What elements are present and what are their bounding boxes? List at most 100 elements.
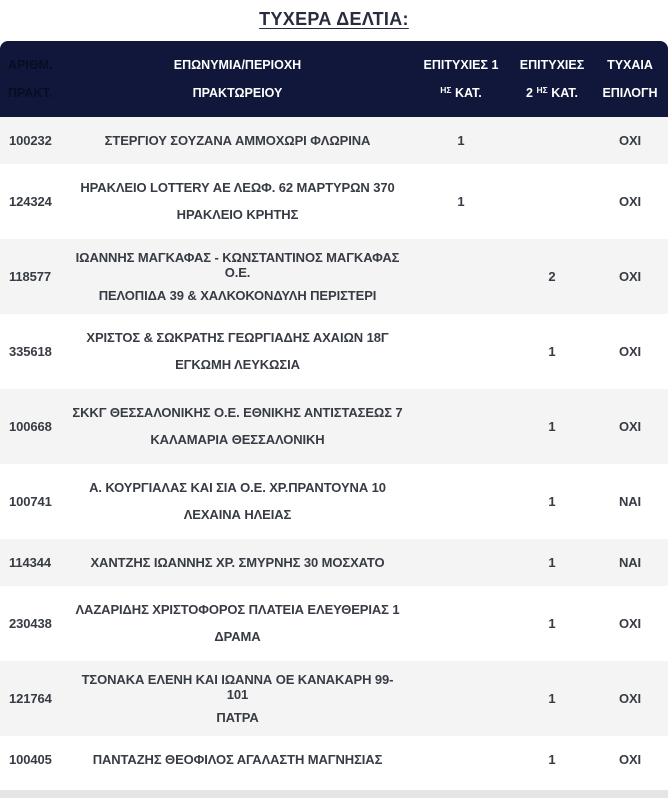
table-row: 114344 ΧΑΝΤΖΗΣ ΙΩΑΝΝΗΣ ΧΡ. ΣΜΥΡΝΗΣ 30 ΜΟ… bbox=[0, 539, 668, 586]
agency-name-cell: ΣΚΚΓ ΘΕΣΣΑΛΟΝΙΚΗΣ Ο.Ε. ΕΘΝΙΚΗΣ ΑΝΤΙΣΤΑΣΕ… bbox=[65, 389, 410, 464]
agency-name-cell: ΠΑΝΤΑΖΗΣ ΘΕΟΦΙΛΟΣ ΑΓΑΛΑΣΤΗ ΜΑΓΝΗΣΙΑΣ bbox=[65, 736, 410, 783]
cat1-wins-cell: 1 bbox=[457, 194, 465, 209]
random-selection-cell: ΟΧΙ bbox=[618, 133, 642, 148]
cat2-wins-cell: 1 bbox=[548, 419, 556, 434]
lucky-tickets-table: ΑΡΙΘΜ. ΠΡΑΚΤ. ΕΠΩΝΥΜΙΑ/ΠΕΡΙΟΧΗ ΠΡΑΚΤΩΡΕΙ… bbox=[0, 41, 668, 798]
cat1-wins-cell bbox=[410, 239, 512, 314]
agency-name-line1: ΣΤΕΡΓΙΟΥ ΣΟΥΖΑΝΑ ΑΜΜΟΧΩΡΙ ΦΛΩΡΙΝΑ bbox=[104, 132, 371, 148]
cat1-wins-cell bbox=[410, 661, 512, 736]
agency-name-line1: ΗΡΑΚΛΕΙΟ LOTTERY ΑΕ ΛΕΩΦ. 62 ΜΑΡΤΥΡΩΝ 37… bbox=[80, 179, 395, 195]
header-cat2-line1: ΕΠΙΤΥΧΙΕΣ bbox=[519, 58, 585, 72]
agency-number-cell: 114344 bbox=[9, 555, 52, 570]
header-cat1-line2: ΗΣ ΚΑΤ. bbox=[440, 84, 482, 100]
random-selection-cell: ΟΧΙ bbox=[618, 419, 642, 434]
header-cat1-line2-rest: ΚΑΤ. bbox=[451, 85, 482, 100]
header-agency-name-line2: ΠΡΑΚΤΩΡΕΙΟΥ bbox=[192, 85, 283, 100]
random-selection-cell: ΟΧΙ bbox=[618, 616, 642, 631]
agency-name-cell: ΧΑΝΤΖΗΣ ΙΩΑΝΝΗΣ ΧΡ. ΣΜΥΡΝΗΣ 30 ΜΟΣΧΑΤΟ bbox=[65, 539, 410, 586]
agency-name-cell: ΤΣΟΝΑΚΑ ΕΛΕΝΗ ΚΑΙ ΙΩΑΝΝΑ ΟΕ ΚΑΝΑΚΑΡΗ 99-… bbox=[65, 661, 410, 736]
header-agency-number: ΑΡΙΘΜ. ΠΡΑΚΤ. bbox=[0, 41, 65, 117]
cat2-wins-cell bbox=[512, 164, 592, 239]
agency-name-line1: ΤΣΟΝΑΚΑ ΕΛΕΝΗ ΚΑΙ ΙΩΑΝΝΑ ΟΕ ΚΑΝΑΚΑΡΗ 99-… bbox=[81, 671, 394, 703]
cat1-wins-cell bbox=[410, 464, 512, 539]
agency-number-cell: 124324 bbox=[9, 194, 52, 209]
random-selection-cell: ΟΧΙ bbox=[618, 752, 642, 767]
agency-name-cell: ΧΡΙΣΤΟΣ & ΣΩΚΡΑΤΗΣ ΓΕΩΡΓΙΑΔΗΣ ΑΧΑΙΩΝ 18Γ… bbox=[65, 314, 410, 389]
agency-name-line2: ΕΓΚΩΜΗ ΛΕΥΚΩΣΙΑ bbox=[175, 357, 300, 373]
agency-name-cell: ΣΤΕΡΓΙΟΥ ΣΟΥΖΑΝΑ ΑΜΜΟΧΩΡΙ ΦΛΩΡΙΝΑ bbox=[65, 117, 410, 164]
random-selection-cell: ΟΧΙ bbox=[618, 344, 642, 359]
agency-name-line2: ΗΡΑΚΛΕΙΟ ΚΡΗΤΗΣ bbox=[176, 207, 299, 223]
header-random-line2: ΕΠΙΛΟΓΗ bbox=[602, 85, 658, 100]
agency-name-line1: ΧΡΙΣΤΟΣ & ΣΩΚΡΑΤΗΣ ΓΕΩΡΓΙΑΔΗΣ ΑΧΑΙΩΝ 18Γ bbox=[86, 329, 389, 345]
agency-number-cell: 100741 bbox=[9, 494, 52, 509]
agency-name-line1: ΣΚΚΓ ΘΕΣΣΑΛΟΝΙΚΗΣ Ο.Ε. ΕΘΝΙΚΗΣ ΑΝΤΙΣΤΑΣΕ… bbox=[72, 404, 403, 420]
agency-name-line1: ΙΩΑΝΝΗΣ ΜΑΓΚΑΦΑΣ - ΚΩΝΣΤΑΝΤΙΝΟΣ ΜΑΓΚΑΦΑΣ… bbox=[75, 249, 400, 281]
cat2-wins-cell bbox=[512, 117, 592, 164]
agency-name-line1: ΧΑΝΤΖΗΣ ΙΩΑΝΝΗΣ ΧΡ. ΣΜΥΡΝΗΣ 30 ΜΟΣΧΑΤΟ bbox=[90, 554, 385, 570]
agency-name-line1: ΛΑΖΑΡΙΔΗΣ ΧΡΙΣΤΟΦΟΡΟΣ ΠΛΑΤΕΙΑ ΕΛΕΥΘΕΡΙΑΣ… bbox=[75, 601, 400, 617]
header-cat1-wins: ΕΠΙΤΥΧΙΕΣ 1 ΗΣ ΚΑΤ. bbox=[410, 41, 512, 117]
header-agency-number-line2: ΠΡΑΚΤ. bbox=[8, 85, 53, 100]
table-row: 100741 Α. ΚΟΥΡΓΙΑΛΑΣ ΚΑΙ ΣΙΑ Ο.Ε. ΧΡ.ΠΡΑ… bbox=[0, 464, 668, 539]
agency-name-cell: ΛΑΖΑΡΙΔΗΣ ΧΡΙΣΤΟΦΟΡΟΣ ΠΛΑΤΕΙΑ ΕΛΕΥΘΕΡΙΑΣ… bbox=[65, 586, 410, 661]
cat2-wins-cell: 1 bbox=[548, 555, 556, 570]
header-random-selection: ΤΥΧΑΙΑ ΕΠΙΛΟΓΗ bbox=[592, 41, 668, 117]
header-cat2-wins: ΕΠΙΤΥΧΙΕΣ 2 ΗΣ ΚΑΤ. bbox=[512, 41, 592, 117]
agency-number-cell: 100405 bbox=[9, 752, 52, 767]
agency-name-cell: Α. ΚΟΥΡΓΙΑΛΑΣ ΚΑΙ ΣΙΑ Ο.Ε. ΧΡ.ΠΡΑΝΤΟΥΝΑ … bbox=[65, 464, 410, 539]
table-row: 124324 ΗΡΑΚΛΕΙΟ LOTTERY ΑΕ ΛΕΩΦ. 62 ΜΑΡΤ… bbox=[0, 164, 668, 239]
header-agency-name: ΕΠΩΝΥΜΙΑ/ΠΕΡΙΟΧΗ ΠΡΑΚΤΩΡΕΙΟΥ bbox=[65, 41, 410, 117]
header-cat2-line2-rest: ΚΑΤ. bbox=[547, 85, 578, 100]
cat2-wins-cell: 2 bbox=[548, 269, 556, 284]
cat2-wins-cell: 1 bbox=[548, 752, 556, 767]
table-row: 100405 ΠΑΝΤΑΖΗΣ ΘΕΟΦΙΛΟΣ ΑΓΑΛΑΣΤΗ ΜΑΓΝΗΣ… bbox=[0, 736, 668, 783]
page-title: ΤΥΧΕΡΑ ΔΕΛΤΙΑ: bbox=[259, 9, 409, 29]
agency-name-cell: ΙΩΑΝΝΗΣ ΜΑΓΚΑΦΑΣ - ΚΩΝΣΤΑΝΤΙΝΟΣ ΜΑΓΚΑΦΑΣ… bbox=[65, 239, 410, 314]
cat2-wins-cell: 1 bbox=[548, 616, 556, 631]
header-random-line1: ΤΥΧΑΙΑ bbox=[607, 58, 653, 72]
agency-number-cell: 335618 bbox=[9, 344, 52, 359]
agency-name-line2: ΠΑΤΡΑ bbox=[216, 709, 259, 725]
agency-number-cell: 118577 bbox=[9, 269, 52, 284]
lucky-tickets-page: ΤΥΧΕΡΑ ΔΕΛΤΙΑ: ΑΡΙΘΜ. ΠΡΑΚΤ. ΕΠΩΝΥΜΙΑ/ΠΕ… bbox=[0, 9, 668, 800]
cat1-wins-cell bbox=[410, 736, 512, 783]
cat1-wins-cell bbox=[410, 314, 512, 389]
cat2-wins-cell: 1 bbox=[548, 691, 556, 706]
agency-name-line2: ΠΕΛΟΠΙΔΑ 39 & ΧΑΛΚΟΚΟΝΔΥΛΗ ΠΕΡΙΣΤΕΡΙ bbox=[98, 287, 377, 303]
random-selection-cell: ΟΧΙ bbox=[618, 269, 642, 284]
cat2-wins-cell: 1 bbox=[548, 344, 556, 359]
header-cat2-line2-pre: 2 bbox=[526, 85, 537, 100]
table-row: 230438 ΛΑΖΑΡΙΔΗΣ ΧΡΙΣΤΟΦΟΡΟΣ ΠΛΑΤΕΙΑ ΕΛΕ… bbox=[0, 586, 668, 661]
random-selection-cell: ΟΧΙ bbox=[618, 691, 642, 706]
random-selection-cell: ΟΧΙ bbox=[618, 194, 642, 209]
agency-name-line2: ΛΕΧΑΙΝΑ ΗΛΕΙΑΣ bbox=[183, 507, 292, 523]
agency-number-cell: 100232 bbox=[9, 133, 52, 148]
header-agency-number-line1: ΑΡΙΘΜ. bbox=[8, 58, 53, 72]
cat2-wins-cell: 1 bbox=[548, 494, 556, 509]
agency-name-line2: ΔΡΑΜΑ bbox=[214, 629, 261, 645]
header-cat2-line2: 2 ΗΣ ΚΑΤ. bbox=[526, 84, 578, 100]
table-row: 100668 ΣΚΚΓ ΘΕΣΣΑΛΟΝΙΚΗΣ Ο.Ε. ΕΘΝΙΚΗΣ ΑΝ… bbox=[0, 389, 668, 464]
cat1-wins-cell bbox=[410, 389, 512, 464]
cat1-wins-cell bbox=[410, 586, 512, 661]
cat1-wins-cell: 1 bbox=[457, 133, 465, 148]
header-cat1-line1: ΕΠΙΤΥΧΙΕΣ 1 bbox=[423, 58, 499, 72]
agency-name-line1: Α. ΚΟΥΡΓΙΑΛΑΣ ΚΑΙ ΣΙΑ Ο.Ε. ΧΡ.ΠΡΑΝΤΟΥΝΑ … bbox=[89, 479, 386, 495]
table-row: 100232 ΣΤΕΡΓΙΟΥ ΣΟΥΖΑΝΑ ΑΜΜΟΧΩΡΙ ΦΛΩΡΙΝΑ… bbox=[0, 117, 668, 164]
table-row: 121764 ΤΣΟΝΑΚΑ ΕΛΕΝΗ ΚΑΙ ΙΩΑΝΝΑ ΟΕ ΚΑΝΑΚ… bbox=[0, 661, 668, 736]
agency-number-cell: 100668 bbox=[9, 419, 52, 434]
agency-name-cell: ΗΡΑΚΛΕΙΟ LOTTERY ΑΕ ΛΕΩΦ. 62 ΜΑΡΤΥΡΩΝ 37… bbox=[65, 164, 410, 239]
table-header-row: ΑΡΙΘΜ. ΠΡΑΚΤ. ΕΠΩΝΥΜΙΑ/ΠΕΡΙΟΧΗ ΠΡΑΚΤΩΡΕΙ… bbox=[0, 41, 668, 117]
header-cat1-superscript: ΗΣ bbox=[440, 84, 452, 95]
table-row: 118577 ΙΩΑΝΝΗΣ ΜΑΓΚΑΦΑΣ - ΚΩΝΣΤΑΝΤΙΝΟΣ Μ… bbox=[0, 239, 668, 314]
header-agency-name-line1: ΕΠΩΝΥΜΙΑ/ΠΕΡΙΟΧΗ bbox=[173, 58, 302, 72]
cat1-wins-cell bbox=[410, 539, 512, 586]
partial-next-row-band bbox=[0, 790, 668, 798]
random-selection-cell: ΝΑΙ bbox=[618, 494, 642, 509]
agency-number-cell: 121764 bbox=[9, 691, 52, 706]
agency-name-line2: ΚΑΛΑΜΑΡΙΑ ΘΕΣΣΑΛΟΝΙΚΗ bbox=[150, 432, 325, 448]
bottom-spacer bbox=[0, 783, 668, 790]
header-cat2-superscript: ΗΣ bbox=[536, 84, 548, 95]
agency-name-line1: ΠΑΝΤΑΖΗΣ ΘΕΟΦΙΛΟΣ ΑΓΑΛΑΣΤΗ ΜΑΓΝΗΣΙΑΣ bbox=[92, 751, 383, 767]
